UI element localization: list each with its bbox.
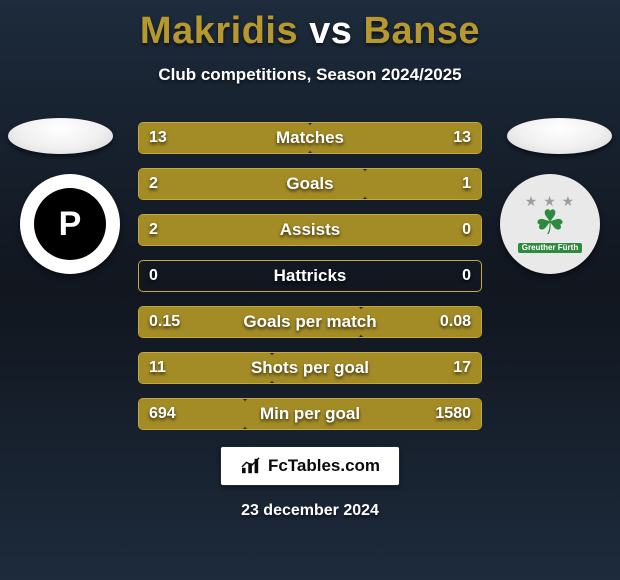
stat-value-right: 0 <box>462 267 471 285</box>
brand-text: FcTables.com <box>268 456 380 476</box>
stat-fill-left <box>139 169 365 199</box>
stat-value-left: 2 <box>149 221 158 239</box>
club-right-banner: Greuther Fürth <box>518 243 582 253</box>
stat-label: Hattricks <box>139 266 481 286</box>
player1-photo-placeholder <box>8 118 113 154</box>
title-player2: Banse <box>364 10 481 52</box>
clover-icon: ☘ <box>518 208 582 239</box>
stat-value-left: 0 <box>149 267 158 285</box>
stat-value-right: 0.08 <box>440 313 471 331</box>
date-text: 23 december 2024 <box>0 502 620 520</box>
stat-row: 20Assists <box>138 214 482 246</box>
stat-row: 6941580Min per goal <box>138 398 482 430</box>
title-player1: Makridis <box>140 10 298 52</box>
stat-row: 0.150.08Goals per match <box>138 306 482 338</box>
title-vs: vs <box>309 10 352 52</box>
club-badge-left-inner <box>34 188 106 260</box>
club-badge-right: ★ ★ ★ ☘ Greuther Fürth <box>500 174 600 274</box>
brand-chart-icon <box>240 457 262 475</box>
stat-row: 1117Shots per goal <box>138 352 482 384</box>
main-title: Makridis vs Banse <box>0 0 620 53</box>
stat-value-right: 1580 <box>435 405 471 423</box>
stat-row: 21Goals <box>138 168 482 200</box>
comparison-bars: 1313Matches21Goals20Assists00Hattricks0.… <box>138 122 482 444</box>
stat-fill-right <box>272 353 481 383</box>
stat-row: 1313Matches <box>138 122 482 154</box>
stat-value-left: 0.15 <box>149 313 180 331</box>
subtitle: Club competitions, Season 2024/2025 <box>0 65 620 85</box>
stat-value-left: 13 <box>149 129 167 147</box>
stat-value-left: 11 <box>149 359 166 377</box>
club-badge-left <box>20 174 120 274</box>
stat-value-left: 694 <box>149 405 176 423</box>
stat-value-right: 13 <box>453 129 471 147</box>
club-badge-right-inner: ★ ★ ★ ☘ Greuther Fürth <box>518 194 582 255</box>
stat-value-right: 0 <box>462 221 471 239</box>
player2-photo-placeholder <box>507 118 612 154</box>
stat-value-left: 2 <box>149 175 158 193</box>
stat-value-right: 17 <box>453 359 471 377</box>
stat-fill-left <box>139 215 481 245</box>
stat-row: 0 0Hattricks <box>138 260 482 292</box>
comparison-infographic: Makridis vs Banse Club competitions, Sea… <box>0 0 620 580</box>
brand-box: FcTables.com <box>220 446 400 486</box>
stat-value-right: 1 <box>462 175 471 193</box>
